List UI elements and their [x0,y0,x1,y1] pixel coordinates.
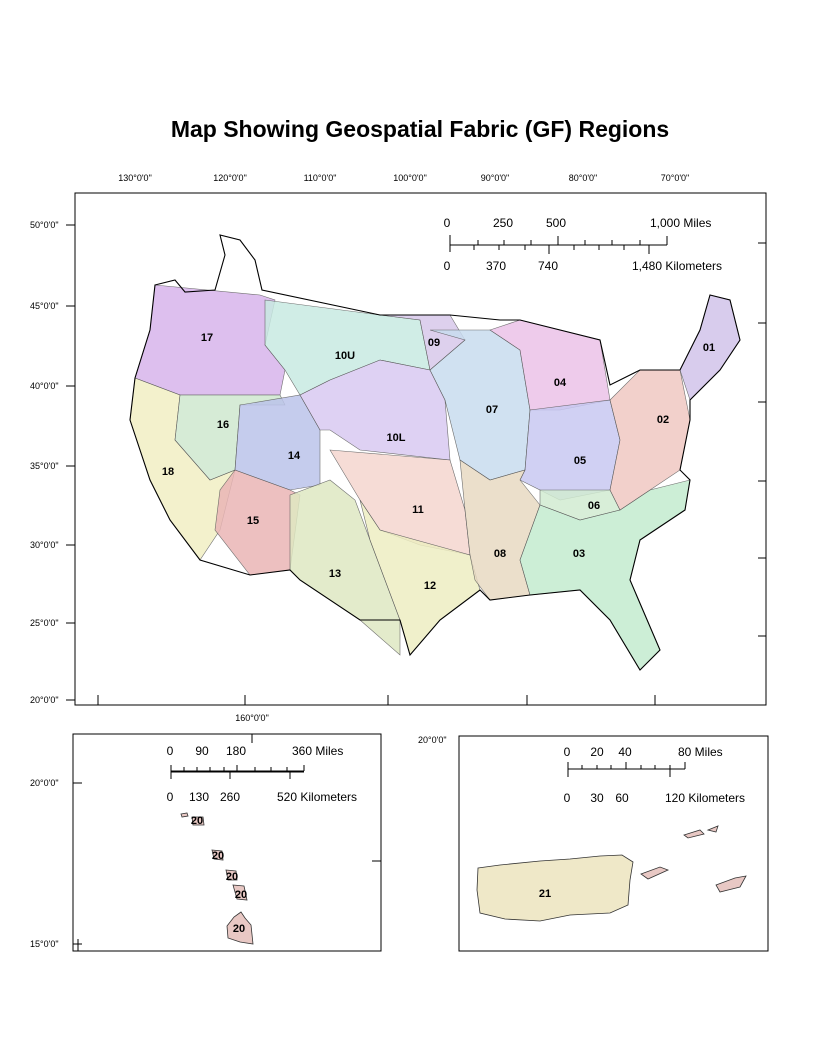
region-label: 05 [574,455,586,467]
region-label: 10L [387,432,406,444]
scale-km-label: 520 Kilometers [277,790,357,804]
region-label: 01 [703,342,715,354]
scale-km-label: 130 [189,790,209,804]
hawaii-island [225,869,238,881]
region-label: 18 [162,466,174,478]
scale-km-label: 0 [167,790,174,804]
lat-label: 15°0'0" [30,939,59,949]
region-label: 15 [247,515,259,527]
hawaii-island [226,911,254,945]
region-label: 11 [412,504,424,516]
region-label: 03 [573,548,585,560]
region-05 [519,399,621,501]
main-map-frame [74,192,767,706]
hawaii-island [232,884,248,901]
puerto-rico-island [715,875,747,893]
hawaii-islands [180,812,254,945]
lon-label: 130°0'0" [118,173,152,183]
scale-miles-label: 360 Miles [292,744,343,758]
lon-label: 80°0'0" [569,173,598,183]
scale-miles-label: 0 [444,216,451,230]
lat-label: 20°0'0" [418,735,447,745]
region-label: 02 [657,414,669,426]
region-label: 13 [329,568,341,580]
scale-miles-label: 250 [493,216,513,230]
puerto-rico-island [706,825,719,833]
puerto-rico-frame [458,735,769,952]
hawaii-scale-bar: 0 90 180 360 Miles 0 130 260 520 Kilomet… [167,744,357,804]
region-label: 09 [428,337,440,349]
region-label: 20 [212,850,224,862]
region-polygons [129,284,741,671]
puerto-rico-islands [476,825,747,922]
scale-miles-label: 1,000 Miles [650,216,711,230]
lon-label: 160°0'0" [235,713,269,723]
scale-miles-label: 0 [564,745,571,759]
region-labels: 17 18 16 14 15 13 10U 10L 11 12 09 07 04… [162,332,715,592]
scale-km-label: 1,480 Kilometers [632,259,722,273]
region-label: 10U [335,350,355,362]
region-label: 12 [424,580,436,592]
region-label: 04 [554,377,567,389]
longitude-labels: 130°0'0" 120°0'0" 110°0'0" 100°0'0" 90°0… [118,173,689,183]
conus-outline [129,234,741,671]
lon-label: 100°0'0" [393,173,427,183]
region-label: 21 [539,888,551,900]
region-label: 07 [486,404,498,416]
hawaii-island [191,816,205,826]
scale-km-label: 0 [444,259,451,273]
scale-km-label: 370 [486,259,506,273]
scale-miles-label: 80 Miles [678,745,723,759]
scale-miles-label: 180 [226,744,246,758]
scale-km-label: 30 [590,791,604,805]
puerto-rico-inset: 20°0'0" 21 0 20 40 80 Miles 0 30 [418,735,769,952]
map-title: Map Showing Geospatial Fabric (GF) Regio… [171,116,669,142]
lat-label: 40°0'0" [30,381,59,391]
frame-ticks [66,224,766,705]
scale-miles-label: 500 [546,216,566,230]
region-label: 20 [226,871,238,883]
region-label: 20 [191,815,203,827]
puerto-rico-island [683,829,705,839]
lon-label: 70°0'0" [661,173,690,183]
hawaii-island [211,849,224,861]
scale-km-label: 0 [564,791,571,805]
lat-label: 35°0'0" [30,461,59,471]
scale-km-label: 60 [615,791,629,805]
lat-label: 20°0'0" [30,778,59,788]
scale-miles-label: 0 [167,744,174,758]
scale-miles-label: 90 [195,744,209,758]
region-label: 08 [494,548,506,560]
hawaii-inset: 160°0'0" 20°0'0" 15°0'0" 20 20 20 20 20 … [30,713,382,952]
lat-label: 30°0'0" [30,540,59,550]
hawaii-island [180,812,189,818]
region-10L [299,359,451,461]
puerto-rico-island [640,866,670,880]
lon-label: 90°0'0" [481,173,510,183]
region-label: 20 [235,889,247,901]
lon-label: 110°0'0" [304,173,337,183]
main-scale-bar: 0 250 500 1,000 Miles 0 370 740 1,480 Ki… [444,216,722,273]
region-label: 06 [588,500,600,512]
lat-label: 20°0'0" [30,695,59,705]
scale-miles-label: 20 [590,745,604,759]
lat-label: 25°0'0" [30,618,59,628]
region-label: 20 [233,923,245,935]
region-label: 17 [201,332,213,344]
lat-label: 50°0'0" [30,220,59,230]
lon-label: 120°0'0" [213,173,247,183]
puerto-rico-scale-bar: 0 20 40 80 Miles 0 30 60 120 Kilometers [564,745,745,805]
scale-miles-label: 40 [618,745,632,759]
region-label: 14 [288,450,301,462]
scale-km-label: 120 Kilometers [665,791,745,805]
scale-km-label: 260 [220,790,240,804]
lat-label: 45°0'0" [30,301,59,311]
scale-km-label: 740 [538,259,558,273]
hawaii-frame [72,733,382,952]
region-label: 16 [217,419,229,431]
puerto-rico-island [476,854,634,922]
latitude-labels: 50°0'0" 45°0'0" 40°0'0" 35°0'0" 30°0'0" … [30,220,59,705]
main-map: 130°0'0" 120°0'0" 110°0'0" 100°0'0" 90°0… [30,173,767,706]
